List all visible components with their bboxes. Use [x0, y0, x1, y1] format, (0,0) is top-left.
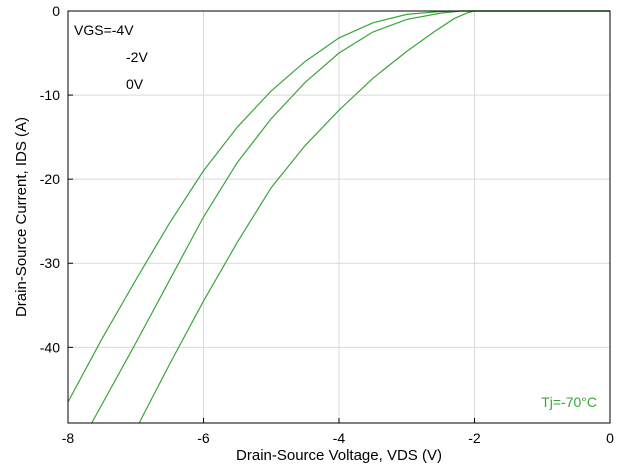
- x-axis-label: Drain-Source Voltage, VDS (V): [236, 447, 442, 464]
- y-tick-label: 0: [52, 3, 60, 19]
- x-tick-label: -6: [197, 430, 210, 446]
- ticks: -8 -6 -4 -2 00-10-20-30-40: [40, 3, 614, 446]
- legend-entry-3: 0V: [126, 76, 144, 92]
- y-tick-label: -10: [40, 87, 60, 103]
- x-tick-label: -2: [468, 430, 481, 446]
- y-tick-label: -30: [40, 255, 60, 271]
- y-tick-label: -40: [40, 339, 60, 355]
- temperature-annotation: Tj=-70°C: [541, 394, 597, 410]
- legend-entry-1: VGS=-4V: [74, 22, 134, 38]
- x-tick-label: -4: [333, 430, 346, 446]
- x-tick-label: 0: [606, 430, 614, 446]
- legend-entry-2: -2V: [126, 49, 148, 65]
- x-tick-label: -8: [62, 430, 75, 446]
- y-tick-label: -20: [40, 171, 60, 187]
- y-axis-label: Drain-Source Current, IDS (A): [13, 117, 30, 317]
